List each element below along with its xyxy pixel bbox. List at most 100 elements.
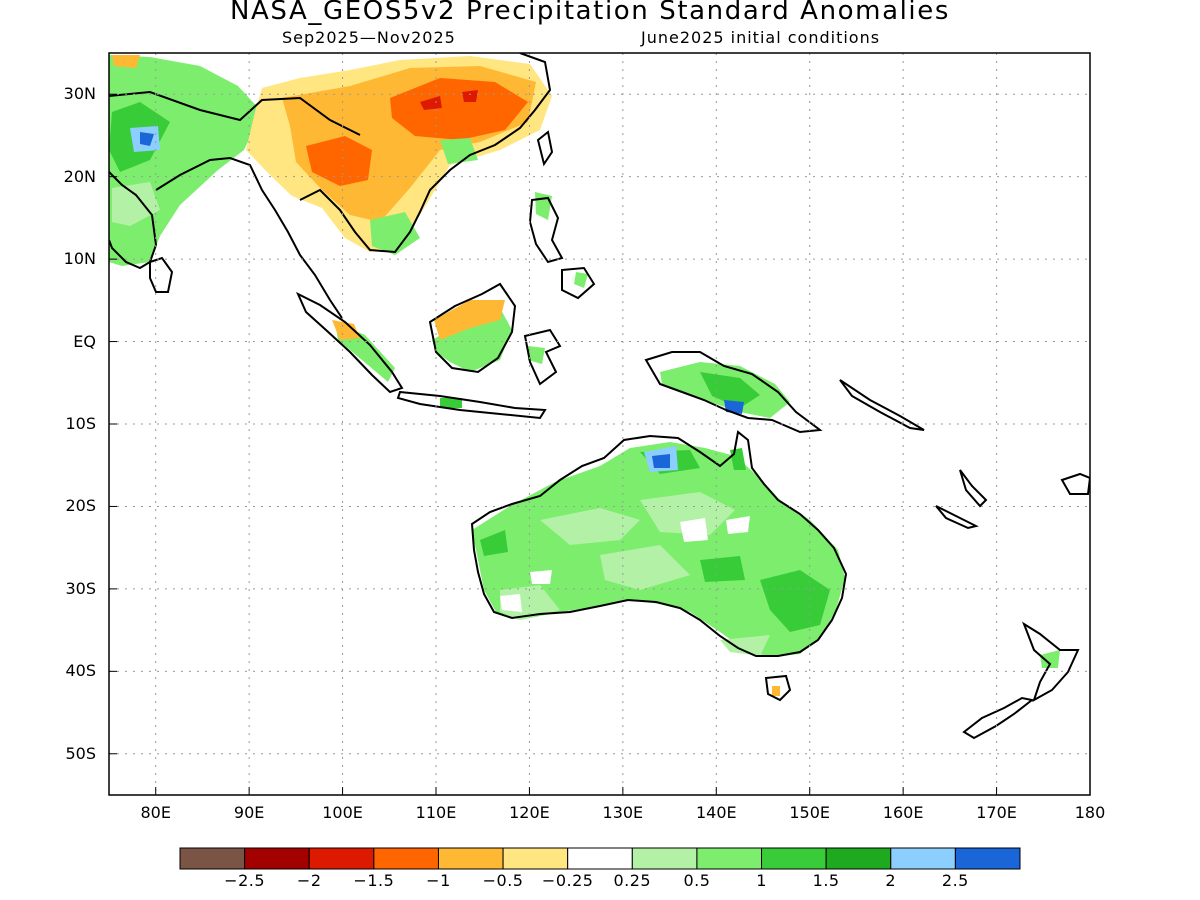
coastline-tasmania [764, 674, 792, 702]
colorbar-swatch [179, 847, 246, 870]
lat-label: 50S [65, 743, 96, 763]
colorbar-label: 2 [885, 871, 897, 890]
coastline-sulawesi [523, 328, 562, 386]
coastline-newcaledonia [935, 505, 979, 530]
lat-label: EQ [73, 331, 96, 351]
colorbar-label: 0.5 [683, 871, 711, 890]
initial-conditions: June2025 initial conditions [641, 28, 881, 47]
anomaly-field-sulawesi [528, 346, 545, 364]
lon-label: 110E [415, 803, 457, 822]
colorbar-swatch [696, 847, 763, 870]
anomaly-field-nw-orange [112, 55, 140, 68]
anomaly-field-australia-mod-1 [760, 570, 830, 632]
colorbar-label: 2.5 [941, 871, 969, 890]
anomaly-field-china-core-2 [462, 90, 478, 102]
anomaly-field-china-core [420, 96, 442, 110]
lon-label: 140E [695, 803, 737, 822]
coastline-nz-north [1021, 621, 1080, 703]
colorbar-label: 0.25 [613, 871, 652, 890]
colorbar-label: −2 [296, 871, 322, 890]
gridlines [109, 53, 1090, 795]
anomaly-field-australia-light-4 [720, 635, 770, 656]
colorbar-label: 1 [756, 871, 767, 890]
anomaly-field-australia-white-3 [530, 570, 552, 584]
lon-label: 100E [322, 803, 363, 822]
coastline-india [109, 171, 158, 270]
anomaly-field-mindanao [574, 272, 588, 288]
colorbar-label: −0.25 [541, 871, 594, 890]
colorbar-label: −2.5 [224, 871, 266, 890]
anomaly-field-india-core [140, 132, 154, 146]
coastlines [109, 53, 1090, 740]
lat-label: 10N [63, 249, 96, 269]
lon-label: 170E [976, 803, 1017, 822]
anomaly-field-china-strong [390, 78, 528, 140]
anomaly-field-nz [1040, 650, 1060, 668]
anomaly-field-australia-light-2 [640, 492, 735, 535]
anomaly-field-australia-white-2 [726, 516, 750, 534]
lat-label: 10S [65, 414, 96, 433]
colorbar-label: −1 [426, 871, 451, 890]
lon-label: 180 [1074, 803, 1106, 822]
lat-label: 30N [63, 84, 96, 104]
coastline-luzon [528, 196, 564, 264]
lon-label: 130E [602, 803, 644, 822]
coastline-solomon [839, 379, 925, 431]
anomaly-field-newguinea-mod [700, 372, 760, 408]
colorbar-swatch [761, 847, 827, 870]
coastline-fiji [1060, 472, 1090, 495]
anomaly-field-australia-white-1 [680, 518, 708, 542]
colorbar-swatch [373, 847, 439, 870]
coastline-indochina [299, 53, 552, 254]
anomaly-field-green-patch [370, 212, 420, 255]
colorbar-swatch [567, 847, 633, 870]
anomaly-field-australia-mod-3 [480, 530, 508, 556]
anomaly-field-green-patch-2 [440, 138, 478, 164]
colorbar-swatch [437, 847, 504, 870]
colorbar-swatch [502, 847, 569, 870]
anomaly-field-australia-white-4 [500, 594, 522, 612]
coastline-nz-south [962, 696, 1035, 740]
forecast-period: Sep2025—Nov2025 [282, 28, 456, 47]
anomaly-field-australia-mod-4 [700, 556, 745, 582]
coastline-himalaya-border [109, 90, 361, 136]
anomaly-fields [109, 55, 1060, 696]
anomaly-field-australia-light-3 [600, 545, 690, 590]
colorbar-swatch [890, 847, 956, 870]
anomaly-field-borneo-wet [432, 308, 512, 372]
colorbar-label: −1.5 [353, 871, 395, 890]
colorbar-label: −0.5 [482, 871, 524, 890]
map-frame [108, 52, 1091, 796]
lat-label: 30S [65, 578, 96, 598]
colorbar-swatch [825, 847, 892, 870]
anomaly-field-arnhem-core [652, 454, 670, 468]
anomaly-field-indochina-strong [306, 136, 372, 186]
coastline-bay-of-bengal [155, 156, 343, 319]
anomaly-field-java [440, 398, 462, 408]
anomaly-field-borneo-dry [434, 300, 505, 340]
coastline-srilanka [149, 256, 174, 293]
colorbar-swatch [631, 847, 698, 870]
colorbar-swatch [954, 847, 1021, 870]
coastline-taiwan [536, 130, 554, 167]
chart-title: NASA_GEOS5v2 Precipitation Standard Anom… [229, 0, 951, 26]
lon-label: 160E [882, 803, 924, 822]
axis-ticks [109, 93, 1091, 795]
anomaly-field-india-light [112, 182, 160, 226]
colorbar-swatch [244, 847, 310, 870]
coastline-borneo [428, 282, 517, 374]
lat-label: 40S [65, 661, 96, 681]
coastline-java [396, 390, 547, 420]
anomaly-field-australia-light-1 [540, 508, 640, 545]
lon-label: 80E [140, 803, 171, 822]
anomaly-field-tasmania [772, 686, 780, 696]
anomaly-field-sumatra-dry [332, 320, 360, 340]
lon-label: 90E [233, 803, 265, 822]
lat-label: 20S [65, 496, 96, 516]
coastline-australia [470, 430, 848, 657]
colorbar-label: 1.5 [812, 871, 840, 890]
lon-label: 120E [509, 803, 550, 822]
lon-label: 150E [789, 803, 831, 822]
colorbar-swatch [308, 847, 375, 870]
